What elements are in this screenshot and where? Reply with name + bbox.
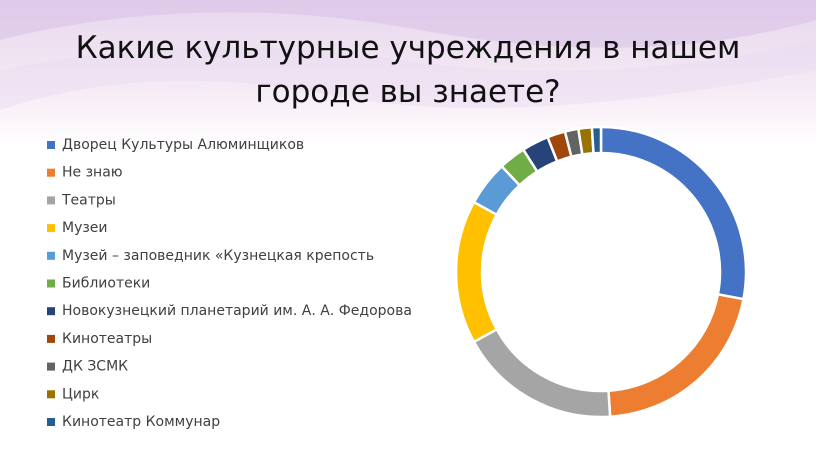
legend-label: Кинотеатры <box>62 331 152 347</box>
legend-label: Кинотеатр Коммунар <box>62 414 220 430</box>
legend-label: Театры <box>61 192 116 208</box>
legend-marker <box>47 196 55 205</box>
donut-segment <box>599 125 748 301</box>
legend-marker <box>47 168 55 177</box>
legend-marker <box>47 224 55 233</box>
legend-marker <box>47 390 55 399</box>
decoration <box>0 40 816 110</box>
chart-title: Какие культурные учреждения в нашем горо… <box>75 30 741 110</box>
legend-label: Новокузнецкий планетарий им. А. А. Федор… <box>62 303 412 319</box>
legend-marker <box>47 334 55 343</box>
legend-label: Не знаю <box>62 165 123 181</box>
legend-label: Библиотеки <box>62 276 150 292</box>
legend-label: Музей – заповедник «Кузнецкая крепость <box>62 248 374 264</box>
legend-marker <box>47 418 55 426</box>
legend-label: Музеи <box>62 220 108 236</box>
legend-label: Цирк <box>62 386 99 402</box>
legend-marker <box>47 251 55 260</box>
legend-marker <box>47 141 55 149</box>
donut-segment <box>454 200 499 344</box>
legend-marker <box>47 307 55 316</box>
donut-segment <box>607 292 745 419</box>
legend-marker <box>47 362 55 371</box>
legend-marker <box>47 279 55 288</box>
decoration <box>0 0 816 48</box>
donut-segment <box>590 125 603 155</box>
donut-segment <box>472 327 612 419</box>
legend-label: ДК ЗСМК <box>62 359 128 375</box>
legend-label: Дворец Культуры Алюминщиков <box>62 137 304 153</box>
